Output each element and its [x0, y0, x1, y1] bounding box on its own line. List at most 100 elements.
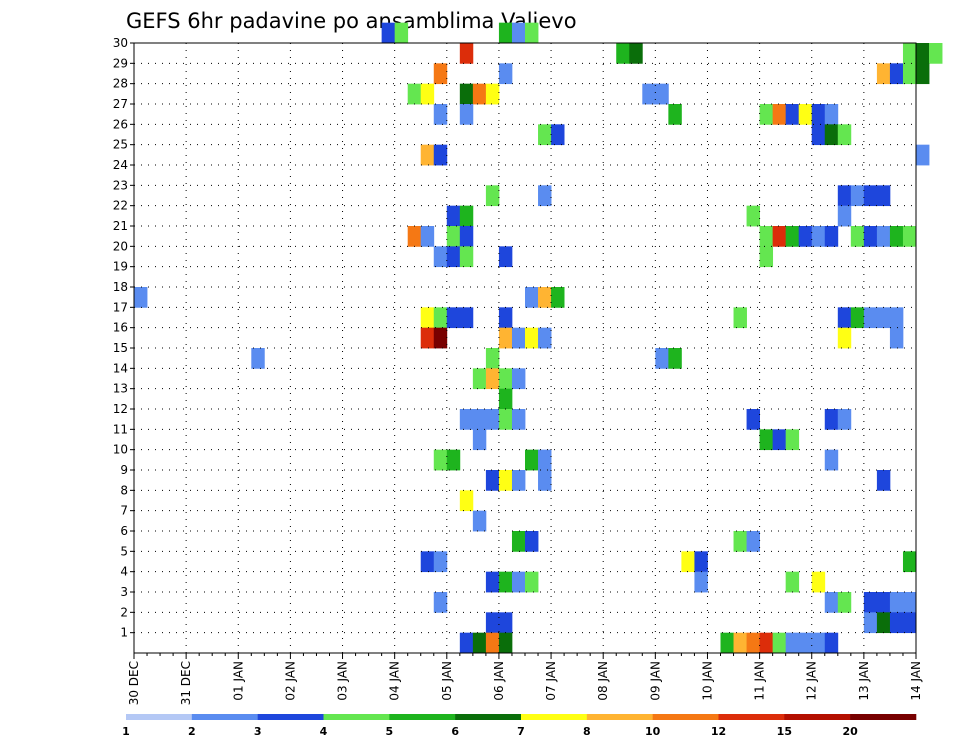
colorbar-label: 5: [386, 725, 394, 738]
precip-cell: [485, 83, 500, 105]
precip-cell: [694, 551, 708, 573]
precip-cell: [785, 632, 800, 654]
precip-cell: [916, 43, 930, 64]
precip-cell: [394, 22, 409, 44]
precip-cell: [420, 144, 435, 166]
precip-cell: [485, 348, 500, 369]
precip-cell: [876, 592, 891, 613]
colorbar-label: 15: [777, 725, 792, 738]
y-tick-label: 26: [113, 117, 128, 131]
y-tick-label: 12: [113, 402, 128, 416]
precip-cell: [811, 226, 826, 247]
precip-cell: [889, 592, 904, 613]
precip-cell: [538, 327, 552, 349]
precip-cell: [863, 612, 878, 634]
precip-cell: [746, 205, 760, 227]
dotted-grid: [134, 43, 916, 653]
y-tick-label: 5: [120, 544, 128, 558]
precip-cell: [733, 531, 747, 552]
y-tick-label: 2: [120, 605, 128, 619]
precip-cell: [929, 43, 943, 64]
precip-cell: [525, 449, 539, 471]
precip-cell: [902, 612, 917, 634]
precip-cell: [655, 83, 669, 105]
precip-cell: [850, 307, 865, 329]
precip-cell: [759, 246, 774, 268]
colorbar-swatch: [389, 714, 456, 720]
precip-cell: [498, 327, 513, 349]
x-tick-label: 04 JAN: [388, 661, 402, 701]
precip-cell: [525, 287, 539, 308]
x-tick-label: 08 JAN: [596, 661, 610, 701]
precip-cell: [472, 510, 487, 532]
precip-cell: [498, 22, 513, 44]
precip-cell: [498, 63, 513, 85]
x-tick-label: 14 JAN: [909, 661, 923, 701]
precip-cell: [498, 470, 513, 491]
y-tick-label: 16: [113, 321, 128, 335]
x-tick-label: 06 JAN: [492, 661, 506, 701]
precip-cell: [433, 144, 448, 166]
precip-cell: [759, 632, 774, 654]
precip-cell: [407, 226, 422, 247]
precip-cell: [746, 531, 760, 552]
colorbar-swatch: [784, 714, 851, 720]
precip-cell: [798, 632, 813, 654]
precip-cell: [772, 104, 787, 125]
precip-cell: [902, 43, 917, 64]
precip-cell: [498, 307, 513, 329]
precip-cell: [472, 632, 487, 654]
precip-cell: [472, 368, 487, 390]
y-tick-label: 18: [113, 280, 128, 294]
precip-cell: [511, 368, 526, 390]
precip-cell: [525, 327, 539, 349]
precip-cell: [251, 348, 265, 369]
x-tick-label: 03 JAN: [336, 661, 350, 701]
precip-cell: [655, 348, 669, 369]
precip-cell: [498, 632, 513, 654]
x-tick-label: 09 JAN: [648, 661, 662, 701]
precip-cell: [511, 409, 526, 430]
y-tick-label: 3: [120, 585, 128, 599]
y-tick-label: 28: [113, 77, 128, 91]
precip-cell: [446, 226, 461, 247]
y-tick-label: 9: [120, 463, 128, 477]
precip-cell: [733, 632, 747, 654]
precip-cell: [538, 287, 552, 308]
precip-cell: [837, 205, 852, 227]
colorbar-label: 20: [843, 725, 859, 738]
precip-cell: [446, 307, 461, 329]
precip-cell: [798, 226, 813, 247]
colorbar-label: 8: [583, 725, 591, 738]
precip-cell: [485, 632, 500, 654]
x-tick-label: 02 JAN: [283, 661, 297, 701]
precip-cell: [538, 470, 552, 491]
precip-cell: [850, 226, 865, 247]
precip-cell: [746, 409, 760, 430]
precip-cell: [902, 63, 917, 85]
precip-cell: [837, 409, 852, 430]
colorbar-swatch: [718, 714, 785, 720]
colorbar-swatch: [323, 714, 390, 720]
x-tick-label: 11 JAN: [753, 661, 767, 701]
y-tick-label: 15: [113, 341, 128, 355]
precip-cell: [629, 43, 643, 64]
precip-cell: [498, 388, 513, 410]
colorbar-label: 7: [517, 725, 525, 738]
precip-cell: [863, 185, 878, 207]
colorbar-label: 2: [188, 725, 196, 738]
precip-cell: [538, 449, 552, 471]
y-tick-label: 8: [120, 483, 128, 497]
precip-cell: [876, 185, 891, 207]
precip-cell: [498, 612, 513, 634]
x-tick-label: 05 JAN: [440, 661, 454, 701]
precip-cell: [472, 83, 487, 105]
precip-cell: [511, 327, 526, 349]
precip-cell: [420, 307, 435, 329]
precip-cell: [511, 22, 526, 44]
precip-cell: [889, 307, 904, 329]
precip-cell: [459, 83, 474, 105]
colorbar-swatch: [850, 714, 917, 720]
y-tick-label: 13: [113, 382, 128, 396]
